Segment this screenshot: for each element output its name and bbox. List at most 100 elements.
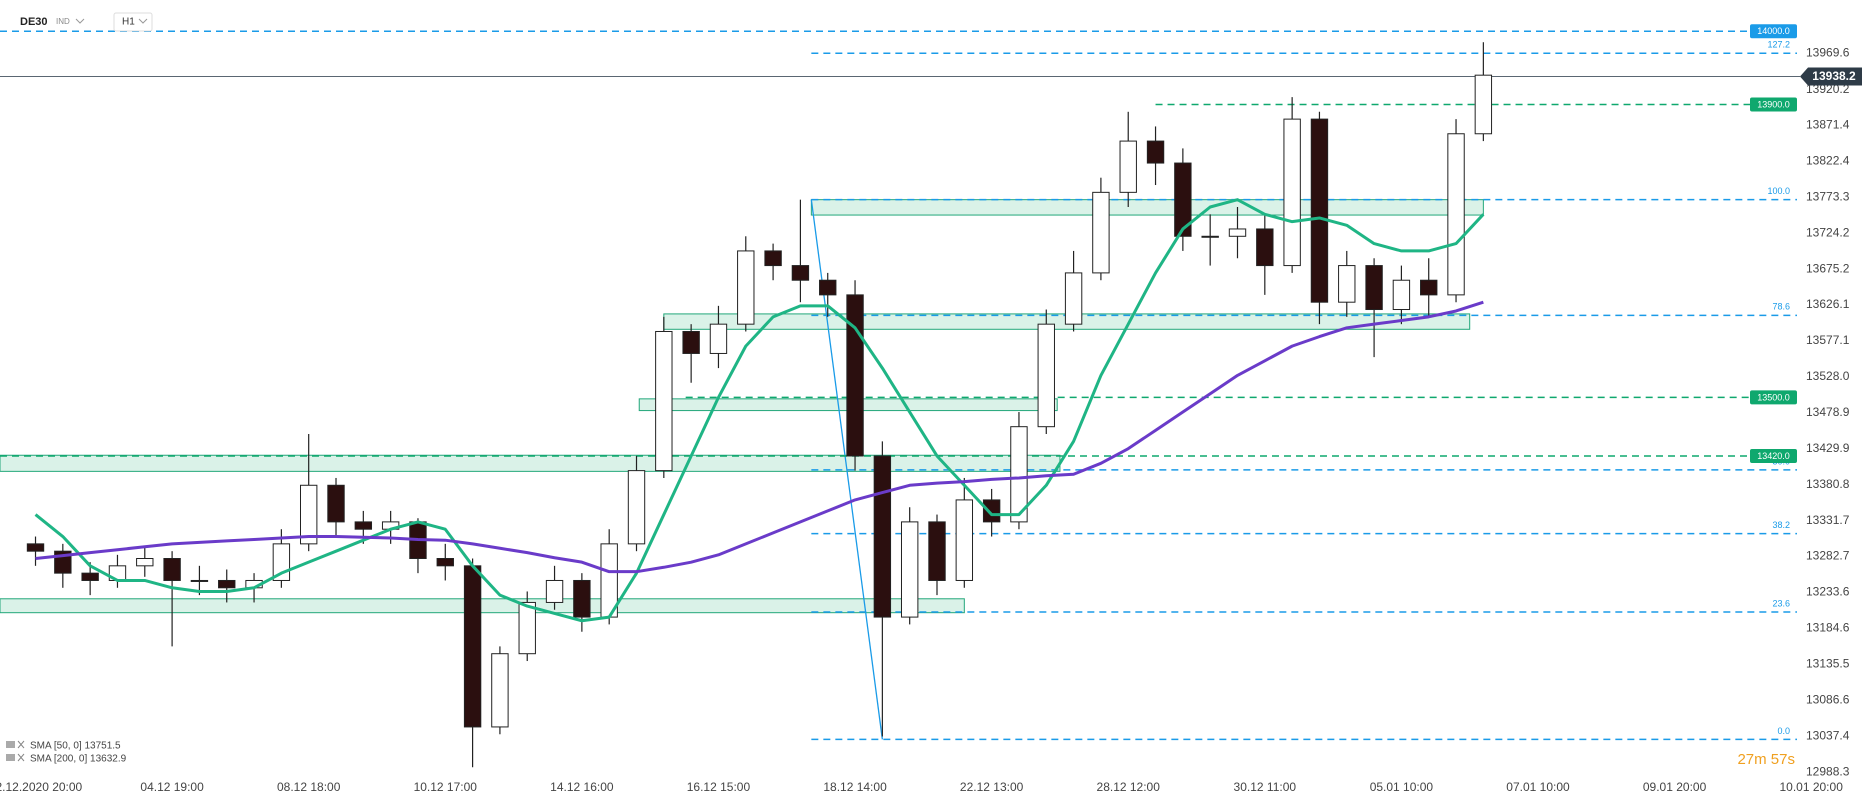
y-tick-label: 13331.7 — [1806, 513, 1850, 527]
y-tick-label: 13184.6 — [1806, 621, 1850, 635]
legend-icon[interactable] — [6, 741, 15, 748]
x-tick-label: 08.12 18:00 — [277, 780, 341, 794]
legend: SMA [50, 0] 13751.5 SMA [200, 0] 13632.9 — [6, 741, 127, 765]
y-tick-label: 13773.3 — [1806, 189, 1850, 203]
dropdown-arrow[interactable] — [138, 18, 148, 24]
candle-body — [791, 265, 810, 281]
candle-body — [819, 279, 837, 296]
y-tick-label: 13822.4 — [1806, 153, 1850, 167]
candle-body — [1338, 265, 1356, 303]
candle-body — [545, 579, 564, 603]
candle-body — [1228, 228, 1247, 237]
symbol[interactable]: DE30 — [20, 16, 48, 28]
legend-icon[interactable] — [6, 754, 15, 761]
y-tick-label: 13724.2 — [1806, 225, 1850, 239]
candle-body — [1474, 74, 1493, 135]
x-tick-label: 04.12 19:00 — [140, 780, 204, 794]
candle-body — [627, 470, 646, 545]
y-tick-label: 13037.4 — [1806, 728, 1850, 742]
y-tick-label: 12988.3 — [1806, 764, 1850, 778]
candle-body — [1310, 118, 1329, 303]
candle-body — [1037, 323, 1055, 428]
candle-body — [764, 250, 782, 267]
zone — [0, 598, 965, 614]
candle-body — [682, 330, 700, 354]
legend-close[interactable] — [17, 753, 25, 762]
level-tag — [1750, 97, 1797, 112]
candle-body — [26, 543, 45, 552]
x-tick-label: 10.01 20:00 — [1779, 780, 1843, 794]
x-tick-label: 02.12.2020 20:00 — [0, 780, 83, 794]
level-tag — [1750, 390, 1797, 405]
x-tick-label: 16.12 15:00 — [687, 780, 751, 794]
y-tick-label: 13233.6 — [1806, 585, 1850, 599]
levels — [0, 30, 1800, 741]
candle-body — [955, 499, 974, 581]
y-tick-label: 13528.0 — [1806, 369, 1850, 383]
candle-body — [1365, 265, 1383, 311]
candle-body — [327, 484, 345, 523]
fib-label: 38.2 — [1772, 520, 1790, 530]
candle-body — [463, 565, 482, 728]
candle-body — [1174, 162, 1192, 237]
y-tick-label: 13675.2 — [1806, 261, 1850, 275]
candle-body — [218, 579, 236, 589]
y-tick-label: 13969.6 — [1806, 46, 1850, 60]
y-tick-label: 13577.1 — [1806, 333, 1850, 347]
y-tick-label: 13871.4 — [1806, 118, 1850, 132]
x-tick-label: 30.12 11:00 — [1234, 780, 1297, 794]
candle-body — [299, 484, 318, 545]
fib-label: 100.0 — [1767, 186, 1790, 196]
x-tick-label: 09.01 20:00 — [1643, 780, 1707, 794]
y-tick-label: 13282.7 — [1806, 549, 1850, 563]
dropdown-arrow[interactable] — [75, 18, 85, 24]
level-label: 13420.0 — [1757, 451, 1790, 461]
x-tick-label: 22.12 13:00 — [960, 780, 1024, 794]
y-tick-label: 13626.1 — [1806, 297, 1850, 311]
labels: 12988.3 13037.4 13086.6 13135.5 13184.6 13233… — [0, 24, 1862, 794]
candle-body — [709, 323, 728, 354]
candle-body — [354, 521, 373, 530]
candle-body — [136, 558, 154, 567]
level-label: 14000.0 — [1757, 26, 1790, 36]
candle-body — [900, 521, 919, 618]
fib-label: 127.2 — [1767, 40, 1790, 50]
x-tick-label: 10.12 17:00 — [414, 780, 478, 794]
level-label: 13500.0 — [1757, 392, 1790, 402]
zone — [0, 454, 1061, 472]
candle-body — [491, 653, 509, 728]
interval-box[interactable] — [113, 12, 153, 32]
candle-body — [1447, 133, 1465, 296]
interval[interactable]: H1 — [122, 17, 135, 28]
zone — [810, 199, 1484, 216]
legend-entry: SMA [200, 0] 13632.9 — [30, 754, 127, 765]
candle-body — [81, 572, 99, 581]
y-tick-label: 13086.6 — [1806, 692, 1850, 706]
x-tick-label: 18.12 14:00 — [823, 780, 887, 794]
y-tick-label: 13478.9 — [1806, 405, 1850, 419]
x-tick-label: 28.12 12:00 — [1097, 780, 1161, 794]
candle-body — [928, 521, 946, 581]
candle-body — [737, 250, 755, 325]
candle-body — [436, 558, 454, 567]
candle-body — [1146, 140, 1165, 164]
candle-body — [1064, 272, 1083, 325]
x-tick-label: 05.01 10:00 — [1370, 780, 1434, 794]
legend-close[interactable] — [17, 740, 25, 749]
fib-label: 78.6 — [1772, 302, 1790, 312]
fib-label: 23.6 — [1772, 598, 1790, 608]
candle-body — [873, 455, 892, 618]
x-tick-label: 07.01 10:00 — [1506, 780, 1570, 794]
candle-body — [1092, 191, 1110, 274]
y-tick-label: 13429.9 — [1806, 441, 1850, 455]
candle-body — [573, 579, 591, 618]
indicators — [34, 198, 1485, 623]
candle-body — [190, 579, 209, 582]
level-label: 13900.0 — [1757, 99, 1790, 109]
candle-body — [1283, 118, 1301, 267]
candle-body — [982, 499, 1001, 523]
candle-body — [655, 330, 673, 472]
candle-body — [1420, 279, 1438, 296]
